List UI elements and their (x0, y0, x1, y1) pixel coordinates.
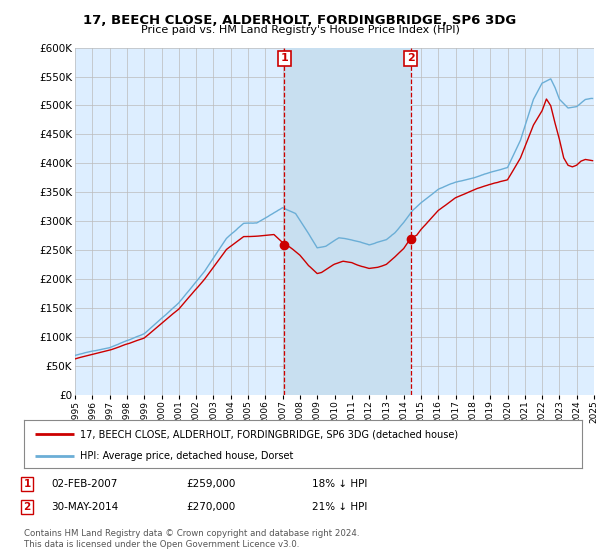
Text: HPI: Average price, detached house, Dorset: HPI: Average price, detached house, Dors… (80, 451, 293, 461)
Text: Contains HM Land Registry data © Crown copyright and database right 2024.
This d: Contains HM Land Registry data © Crown c… (24, 529, 359, 549)
Text: 2: 2 (407, 53, 415, 63)
Bar (284, 48, 411, 395)
Text: Price paid vs. HM Land Registry's House Price Index (HPI): Price paid vs. HM Land Registry's House … (140, 25, 460, 35)
Text: 02-FEB-2007: 02-FEB-2007 (51, 479, 118, 489)
Text: 17, BEECH CLOSE, ALDERHOLT, FORDINGBRIDGE, SP6 3DG (detached house): 17, BEECH CLOSE, ALDERHOLT, FORDINGBRIDG… (80, 430, 458, 439)
Text: 18% ↓ HPI: 18% ↓ HPI (312, 479, 367, 489)
Text: 21% ↓ HPI: 21% ↓ HPI (312, 502, 367, 512)
Text: 1: 1 (280, 53, 288, 63)
Text: 1: 1 (23, 479, 31, 489)
Text: 17, BEECH CLOSE, ALDERHOLT, FORDINGBRIDGE, SP6 3DG: 17, BEECH CLOSE, ALDERHOLT, FORDINGBRIDG… (83, 14, 517, 27)
Text: £259,000: £259,000 (186, 479, 235, 489)
Text: £270,000: £270,000 (186, 502, 235, 512)
Text: 2: 2 (23, 502, 31, 512)
Text: 30-MAY-2014: 30-MAY-2014 (51, 502, 118, 512)
